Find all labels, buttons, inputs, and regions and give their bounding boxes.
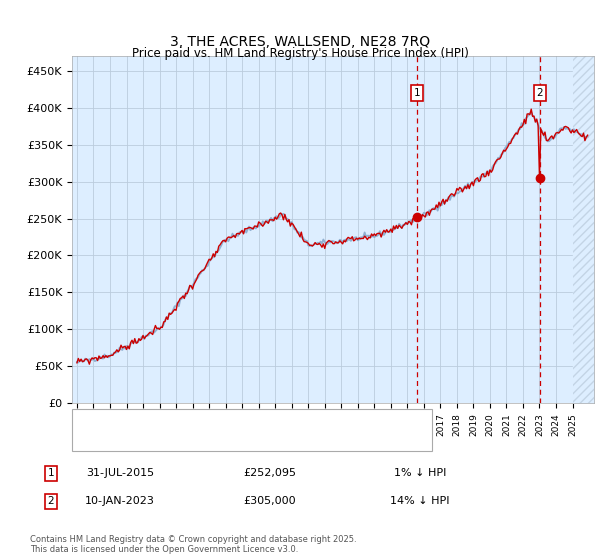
- Text: £252,095: £252,095: [244, 468, 296, 478]
- Text: £305,000: £305,000: [244, 496, 296, 506]
- Text: 1% ↓ HPI: 1% ↓ HPI: [394, 468, 446, 478]
- Text: ——: ——: [84, 414, 109, 427]
- Text: 2: 2: [536, 88, 543, 98]
- Text: ——: ——: [84, 432, 109, 446]
- Text: 3, THE ACRES, WALLSEND, NE28 7RQ: 3, THE ACRES, WALLSEND, NE28 7RQ: [170, 35, 430, 49]
- Text: HPI: Average price, detached house, North Tyneside: HPI: Average price, detached house, Nort…: [111, 434, 365, 444]
- Text: 3, THE ACRES, WALLSEND, NE28 7RQ (detached house): 3, THE ACRES, WALLSEND, NE28 7RQ (detach…: [111, 416, 383, 426]
- Text: Contains HM Land Registry data © Crown copyright and database right 2025.
This d: Contains HM Land Registry data © Crown c…: [30, 535, 356, 554]
- Bar: [572, 56, 598, 403]
- Text: Price paid vs. HM Land Registry's House Price Index (HPI): Price paid vs. HM Land Registry's House …: [131, 46, 469, 60]
- Text: 1: 1: [47, 468, 55, 478]
- Text: 31-JUL-2015: 31-JUL-2015: [86, 468, 154, 478]
- Text: 2: 2: [47, 496, 55, 506]
- Text: 10-JAN-2023: 10-JAN-2023: [85, 496, 155, 506]
- Text: 14% ↓ HPI: 14% ↓ HPI: [390, 496, 450, 506]
- Text: 1: 1: [413, 88, 420, 98]
